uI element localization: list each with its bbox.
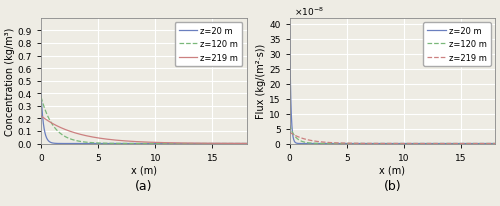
z=120 m [38,96,44,99]
Text: $\times 10^{-8}$: $\times 10^{-8}$ [294,5,324,18]
z=219 m [76,133,82,135]
X-axis label: x (m): x (m) [380,165,406,174]
Line: z=120 m: z=120 m [41,98,246,144]
Line: z=219 m: z=219 m [290,132,495,144]
Line: z=20 m: z=20 m [290,26,495,144]
Legend: z=20 m, z=120 m, z=219 m: z=20 m, z=120 m, z=219 m [423,23,491,66]
z=219 m [440,143,446,145]
Line: z=20 m: z=20 m [41,94,246,144]
z=20 m [365,143,371,145]
z=120 m [207,143,213,145]
z=120 m [324,143,330,145]
z=20 m [456,143,462,145]
z=219 m [492,143,498,145]
z=219 m [116,139,122,142]
z=120 m [410,143,416,145]
z=120 m [440,143,446,145]
z=120 m [162,143,168,145]
z=120 m [76,140,82,143]
z=120 m [116,143,122,145]
z=20 m [116,143,122,145]
z=20 m [207,143,213,145]
z=219 m [172,142,177,144]
z=219 m [456,143,462,145]
z=219 m [207,142,213,145]
z=219 m [286,131,292,134]
z=20 m [492,143,498,145]
Y-axis label: Concentration (kg/m³): Concentration (kg/m³) [5,27,15,135]
z=20 m [192,143,198,145]
z=120 m [192,143,198,145]
z=20 m [244,143,250,145]
z=120 m [420,143,426,145]
z=120 m [492,143,498,145]
z=20 m [440,143,446,145]
z=120 m [365,143,371,145]
z=20 m [410,143,416,145]
z=219 m [410,143,416,145]
z=20 m [420,143,426,145]
Text: (b): (b) [384,179,401,192]
X-axis label: x (m): x (m) [131,165,157,174]
z=20 m [286,25,292,27]
Line: z=219 m: z=219 m [41,116,246,144]
z=219 m [365,143,371,145]
z=219 m [38,115,44,118]
z=20 m [324,143,330,145]
Line: z=120 m: z=120 m [290,125,495,144]
Text: (a): (a) [135,179,152,192]
z=219 m [192,142,198,145]
z=20 m [38,93,44,95]
Y-axis label: Flux (kg/(m²·s)): Flux (kg/(m²·s)) [256,44,266,119]
z=120 m [286,124,292,127]
z=120 m [456,143,462,145]
z=219 m [324,142,330,144]
Legend: z=20 m, z=120 m, z=219 m: z=20 m, z=120 m, z=219 m [174,23,242,66]
z=219 m [162,142,168,144]
z=20 m [172,143,177,145]
z=120 m [244,143,250,145]
z=120 m [172,143,177,145]
z=219 m [420,143,426,145]
z=20 m [162,143,168,145]
z=20 m [76,143,82,145]
z=219 m [244,143,250,145]
